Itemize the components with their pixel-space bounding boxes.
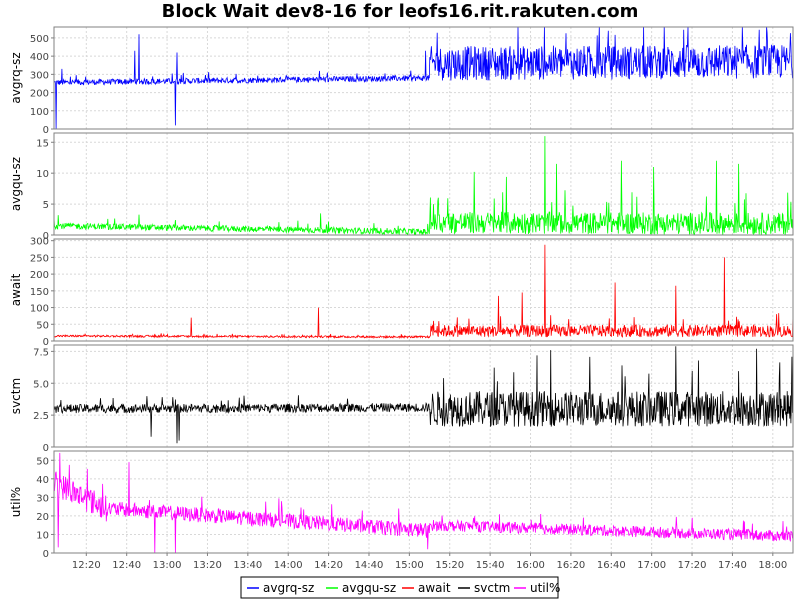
x-tick-label: 16:20 xyxy=(556,560,585,571)
series-line-avgrq-sz xyxy=(53,26,794,130)
x-tick-label: 14:00 xyxy=(274,560,303,571)
y-tick-label: 40 xyxy=(36,475,49,486)
y-tick-label: 500 xyxy=(30,34,49,45)
legend-box xyxy=(240,576,559,599)
plot-area-await xyxy=(54,239,793,341)
x-tick-label: 13:00 xyxy=(153,560,182,571)
x-tick-label: 16:40 xyxy=(597,560,626,571)
y-tick-label: 0 xyxy=(43,125,49,136)
y-tick-label: 50 xyxy=(36,456,49,467)
legend-label-avgrq-sz: avgrq-sz xyxy=(263,581,314,595)
y-tick-label: 200 xyxy=(30,89,49,100)
x-tick-label: 15:00 xyxy=(395,560,424,571)
legend-label-avgqu-sz: avgqu-sz xyxy=(342,581,396,595)
x-tick-label: 14:20 xyxy=(314,560,343,571)
series-line-svctm xyxy=(53,346,794,444)
plot-area-svctm xyxy=(54,345,793,447)
y-tick-label: 50 xyxy=(36,320,49,331)
x-tick-label: 17:00 xyxy=(637,560,666,571)
x-tick-label: 17:40 xyxy=(718,560,747,571)
y-tick-label: 0 xyxy=(43,231,49,242)
series-line-await xyxy=(53,244,794,339)
y-tick-label: 100 xyxy=(30,304,49,315)
y-tick-label: 200 xyxy=(30,270,49,281)
plot-border xyxy=(53,344,794,448)
x-tick-label: 13:40 xyxy=(233,560,262,571)
plot-border xyxy=(53,132,794,236)
y-tick-label: 2.5 xyxy=(33,411,49,422)
y-tick-label: 100 xyxy=(30,107,49,118)
y-tick-label: 300 xyxy=(30,237,49,248)
y-axis-label: util% xyxy=(9,487,23,517)
y-axis-label: avgqu-sz xyxy=(9,157,23,211)
x-tick-label: 12:20 xyxy=(72,560,101,571)
x-tick-label: 15:40 xyxy=(476,560,505,571)
x-tick-label: 12:40 xyxy=(112,560,141,571)
chart-title: Block Wait dev8-16 for leofs16.rit.rakut… xyxy=(161,1,639,22)
y-tick-label: 400 xyxy=(30,52,49,63)
y-tick-label: 5.0 xyxy=(33,379,49,390)
x-tick-label: 15:20 xyxy=(435,560,464,571)
series-line-util% xyxy=(53,452,794,554)
plot-border xyxy=(53,238,794,342)
x-tick-label: 17:20 xyxy=(678,560,707,571)
plot-border xyxy=(53,450,794,554)
y-tick-label: 7.5 xyxy=(33,347,49,358)
legend-label-util%: util% xyxy=(530,581,560,595)
y-axis-label: await xyxy=(9,273,23,306)
y-tick-label: 20 xyxy=(36,512,49,523)
y-tick-label: 150 xyxy=(30,287,49,298)
y-tick-label: 10 xyxy=(36,530,49,541)
x-tick-label: 13:20 xyxy=(193,560,222,571)
x-tick-label: 16:00 xyxy=(516,560,545,571)
x-tick-label: 14:40 xyxy=(355,560,384,571)
y-tick-label: 10 xyxy=(36,169,49,180)
y-tick-label: 250 xyxy=(30,253,49,264)
y-tick-label: 0 xyxy=(43,443,49,454)
y-axis-label: avgrq-sz xyxy=(9,52,23,103)
plot-area-util% xyxy=(54,451,793,553)
y-tick-label: 0 xyxy=(43,337,49,348)
y-tick-label: 15 xyxy=(36,138,49,149)
y-tick-label: 0 xyxy=(43,549,49,560)
y-tick-label: 300 xyxy=(30,70,49,81)
x-tick-label: 18:00 xyxy=(758,560,787,571)
y-tick-label: 30 xyxy=(36,493,49,504)
y-axis-label: svctm xyxy=(9,378,23,414)
plot-border xyxy=(53,26,794,130)
plot-area-avgqu-sz xyxy=(54,133,793,235)
y-tick-label: 5 xyxy=(43,200,49,211)
legend-label-await: await xyxy=(418,581,451,595)
series-line-avgqu-sz xyxy=(53,136,794,236)
legend-label-svctm: svctm xyxy=(474,581,510,595)
